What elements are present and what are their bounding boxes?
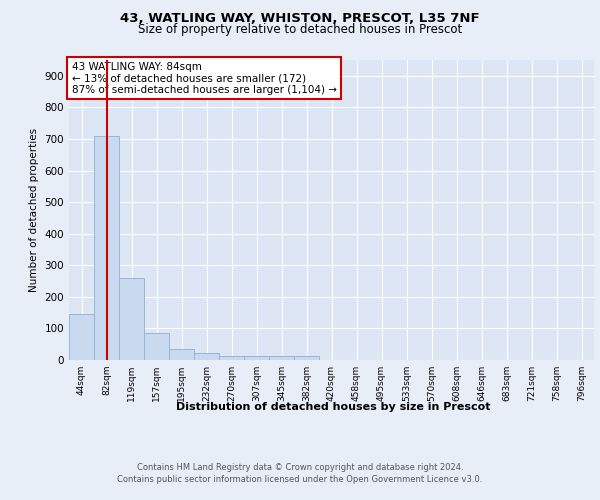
- Text: Contains public sector information licensed under the Open Government Licence v3: Contains public sector information licen…: [118, 475, 482, 484]
- Bar: [269, 356, 294, 360]
- Y-axis label: Number of detached properties: Number of detached properties: [29, 128, 39, 292]
- Bar: [294, 356, 319, 360]
- Bar: [119, 278, 144, 360]
- Text: 43, WATLING WAY, WHISTON, PRESCOT, L35 7NF: 43, WATLING WAY, WHISTON, PRESCOT, L35 7…: [120, 12, 480, 26]
- Bar: [144, 334, 169, 360]
- Bar: [69, 314, 94, 360]
- Bar: [244, 356, 269, 360]
- Bar: [169, 349, 194, 360]
- Text: Contains HM Land Registry data © Crown copyright and database right 2024.: Contains HM Land Registry data © Crown c…: [137, 462, 463, 471]
- Bar: [194, 353, 219, 360]
- Text: Distribution of detached houses by size in Prescot: Distribution of detached houses by size …: [176, 402, 490, 412]
- Bar: [219, 356, 244, 360]
- Bar: [94, 136, 119, 360]
- Text: 43 WATLING WAY: 84sqm
← 13% of detached houses are smaller (172)
87% of semi-det: 43 WATLING WAY: 84sqm ← 13% of detached …: [71, 62, 337, 94]
- Text: Size of property relative to detached houses in Prescot: Size of property relative to detached ho…: [138, 24, 462, 36]
